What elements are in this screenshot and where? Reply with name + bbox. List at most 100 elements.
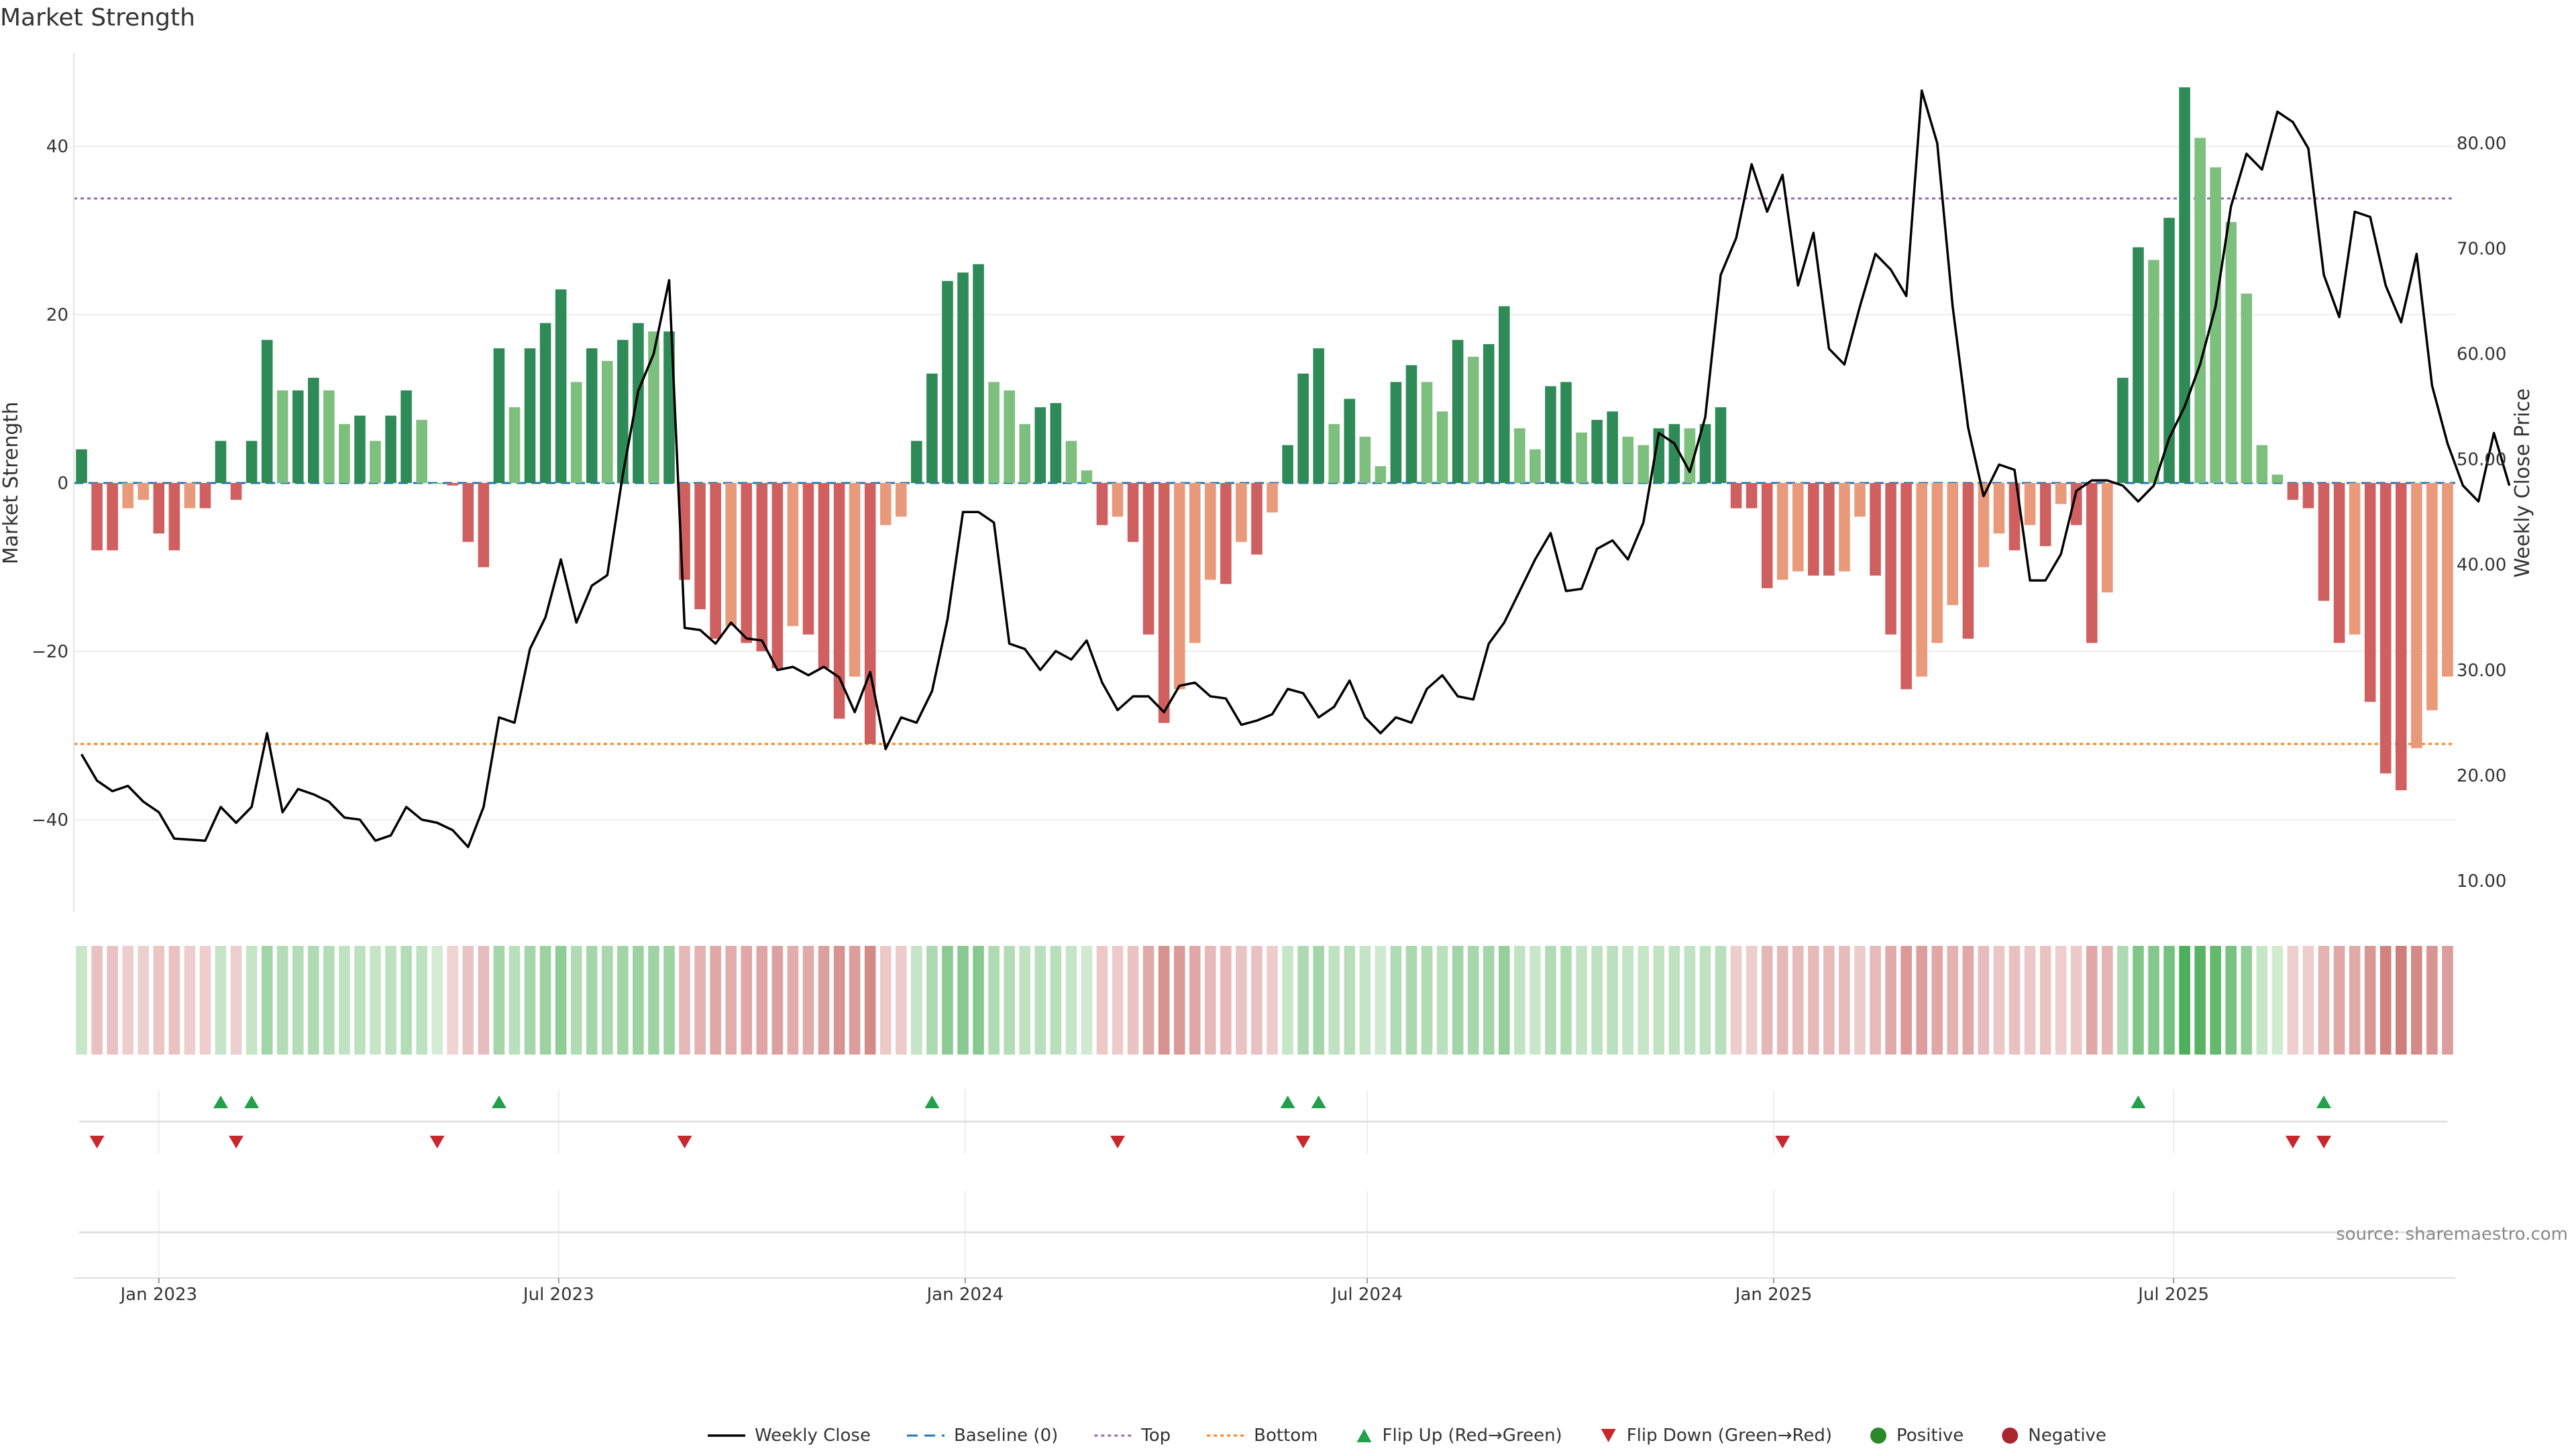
heat-cell xyxy=(957,946,969,1055)
strength-bar xyxy=(539,323,551,483)
source-note: source: sharemaestro.com xyxy=(2336,1224,2568,1244)
heat-cell xyxy=(1761,946,1773,1055)
strength-bar xyxy=(339,424,350,483)
heat-cell xyxy=(1576,946,1587,1055)
heat-cell xyxy=(478,946,490,1055)
chart-title: Market Strength xyxy=(0,4,195,32)
heat-cell xyxy=(1962,946,1974,1055)
strength-bar xyxy=(2241,293,2253,483)
heat-cell xyxy=(2333,946,2345,1055)
legend-item: Flip Up (Red→Green) xyxy=(1356,1426,1562,1446)
heat-cell xyxy=(570,946,582,1055)
legend-item: Flip Down (Green→Red) xyxy=(1601,1426,1832,1446)
flip-down-marker xyxy=(429,1136,445,1148)
strength-bar xyxy=(431,483,443,484)
legend-item: Weekly Close xyxy=(708,1426,871,1446)
heat-cell xyxy=(138,946,150,1055)
flip-up-marker xyxy=(244,1095,260,1108)
heat-cell xyxy=(1514,946,1525,1055)
heat-cell xyxy=(76,946,87,1055)
heat-cell xyxy=(1050,946,1062,1055)
strength-bar xyxy=(508,407,521,483)
strength-bar xyxy=(1638,445,1650,483)
legend-swatch xyxy=(1601,1429,1616,1442)
strength-bar xyxy=(385,415,396,483)
heat-cell xyxy=(1499,946,1510,1055)
strength-bar xyxy=(1173,483,1185,690)
strength-bar xyxy=(957,272,969,483)
legend-item: Baseline (0) xyxy=(906,1426,1058,1446)
strength-bar xyxy=(648,331,659,483)
legend-item: Negative xyxy=(2002,1426,2106,1446)
heat-cell xyxy=(184,946,196,1055)
y-left-tick-label: 40 xyxy=(46,137,68,157)
heat-cell xyxy=(1684,946,1696,1055)
heat-cell xyxy=(1127,946,1139,1055)
strength-bar xyxy=(1962,483,1974,639)
heat-cell xyxy=(1668,946,1680,1055)
strength-bar xyxy=(2008,483,2021,551)
heat-cell xyxy=(2148,946,2159,1055)
heat-cell xyxy=(153,946,165,1055)
heat-cell xyxy=(787,946,799,1055)
strength-bar xyxy=(1916,483,1928,677)
legend-label: Flip Up (Red→Green) xyxy=(1383,1426,1562,1446)
heat-cell xyxy=(2039,946,2051,1055)
strength-bar xyxy=(1390,382,1402,483)
strength-bar xyxy=(400,390,412,483)
x-tick-label: Jan 2025 xyxy=(1734,1285,1813,1305)
y-right-tick-label: 80.00 xyxy=(2457,133,2506,154)
heat-cell xyxy=(725,946,737,1055)
heat-cell xyxy=(555,946,567,1055)
heat-cell xyxy=(2256,946,2268,1055)
legend: Weekly Close Baseline (0) Top Bottom Flip Up… xyxy=(708,1426,2106,1446)
strength-bar xyxy=(1142,483,1155,635)
strength-bar xyxy=(1267,483,1278,513)
strength-bar xyxy=(292,390,304,483)
heat-cell xyxy=(2411,946,2422,1055)
strength-bar xyxy=(833,483,845,719)
x-tick-label: Jul 2024 xyxy=(1330,1285,1403,1305)
heat-cell xyxy=(1142,946,1155,1055)
strength-bar xyxy=(323,390,335,483)
flip-down-marker xyxy=(229,1136,244,1148)
strength-bar xyxy=(1730,483,1742,508)
legend-label: Negative xyxy=(2028,1426,2106,1446)
heat-cell xyxy=(2349,946,2361,1055)
heat-cell xyxy=(771,946,784,1055)
heat-cell xyxy=(833,946,845,1055)
strength-bar xyxy=(1591,419,1603,483)
heat-cell xyxy=(1189,946,1201,1055)
heat-cell xyxy=(1839,946,1850,1055)
heat-cell xyxy=(539,946,551,1055)
strength-bar xyxy=(1514,428,1525,483)
strength-bar xyxy=(1560,382,1572,483)
heat-cell xyxy=(2070,946,2082,1055)
flip-down-marker xyxy=(89,1136,105,1148)
strength-bar xyxy=(1622,436,1634,483)
flip-up-marker xyxy=(213,1095,228,1108)
heat-cell xyxy=(1823,946,1835,1055)
strength-bar xyxy=(1236,483,1247,542)
strength-bar xyxy=(570,382,582,483)
heat-cell xyxy=(1854,946,1866,1055)
strength-bar xyxy=(246,441,258,483)
heat-cell xyxy=(1267,946,1278,1055)
heat-cell xyxy=(107,946,118,1055)
strength-bar xyxy=(617,339,629,483)
heat-cell xyxy=(431,946,443,1055)
strength-bar xyxy=(973,264,984,483)
heat-cell xyxy=(1483,946,1495,1055)
strength-bar xyxy=(261,339,273,483)
heat-cell xyxy=(988,946,1000,1055)
legend-swatch xyxy=(1870,1428,1887,1444)
heat-cell xyxy=(447,946,459,1055)
strength-bar xyxy=(1096,483,1108,525)
heat-cell xyxy=(2133,946,2144,1055)
heat-cell xyxy=(2055,946,2067,1055)
strength-bar xyxy=(1699,424,1711,483)
heat-cell xyxy=(1900,946,1912,1055)
heat-cell xyxy=(339,946,350,1055)
strength-bar xyxy=(1405,365,1417,483)
heat-cell xyxy=(1622,946,1634,1055)
